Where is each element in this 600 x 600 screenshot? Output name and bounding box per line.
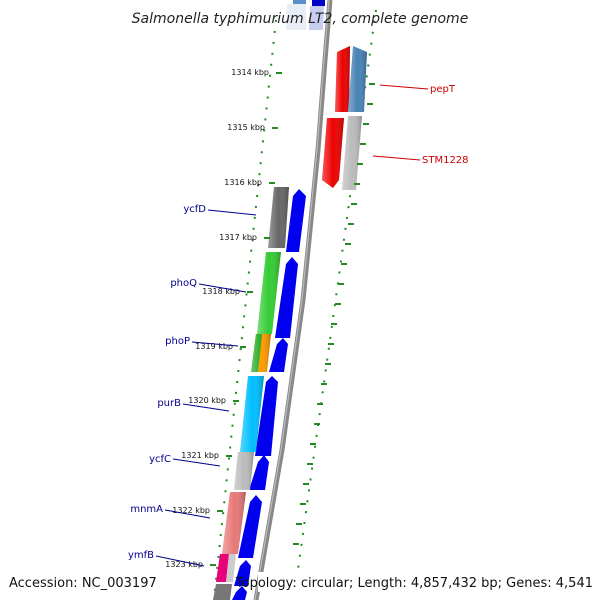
gene-pepT-arrow [335, 46, 350, 112]
forward-gene-arrow [275, 257, 298, 338]
genome-summary-text: Topology: circular; Length: 4,857,432 bp… [235, 576, 593, 591]
scale-tick-label: 1321 kbp [181, 451, 219, 460]
gene-ycfC-block [234, 452, 254, 490]
gene-phoQ-block [257, 252, 281, 334]
forward-gene-arrow [234, 560, 251, 586]
gene-block [286, 4, 306, 30]
scale-tick-label: 1323 kbp [165, 560, 203, 569]
scale-tick-label: 1318 kbp [202, 287, 240, 296]
forward-gene-arrow [238, 495, 262, 558]
gene-leader-line [372, 155, 421, 161]
gene-leader-line [379, 84, 429, 90]
gene-label-phoQ[interactable]: phoQ [170, 278, 197, 289]
footer-right-bg [258, 572, 596, 592]
gene-block [312, 0, 325, 6]
forward-gene-arrow [286, 189, 306, 252]
gene-leader-line [172, 458, 221, 467]
gene-ymfB-block [216, 554, 229, 582]
forward-gene-arrow [232, 586, 247, 600]
gene-block [293, 0, 306, 4]
scale-tick-label: 1320 kbp [188, 396, 226, 405]
gene-leader-line [198, 283, 247, 293]
forward-gene-arrow [269, 338, 288, 372]
gene-label-STM1228[interactable]: STM1228 [422, 155, 469, 166]
genome-backbone [253, 0, 333, 600]
gene-label-ymfB[interactable]: ymfB [128, 550, 154, 561]
gene-phoP-block [251, 334, 271, 372]
scale-tick-label: 1314 kbp [231, 68, 269, 77]
gene-purB-block [240, 376, 264, 452]
gene-label-pepT[interactable]: pepT [430, 84, 456, 95]
gene-STM1228-arrow [348, 46, 367, 112]
scale-tick-label: 1319 kbp [195, 342, 233, 351]
gene-label-ycfC[interactable]: ycfC [149, 454, 171, 465]
accession-text: Accession: NC_003197 [9, 576, 157, 591]
scale-tick-label: 1316 kbp [224, 178, 262, 187]
gene-ymfB-block [213, 584, 232, 600]
genome-backbone-highlight [254, 0, 330, 600]
left-gene-labels: ycfD phoQ phoP purB ycfC mnmA ymfB [128, 204, 257, 567]
gene-leader-line [182, 403, 230, 412]
forward-gene-arrow [249, 455, 269, 490]
gene-label-mnmA[interactable]: mnmA [130, 504, 163, 515]
gene-block [309, 6, 324, 30]
gene-leader-line [164, 509, 211, 519]
gene-leader-line [191, 341, 239, 347]
gene-label-phoP[interactable]: phoP [165, 336, 190, 347]
right-gene-labels: pepT STM1228 [372, 84, 469, 166]
map-title: Salmonella typhimurium LT2, complete gen… [132, 11, 469, 27]
gene-STM1228-lower [342, 116, 362, 190]
gene-mnmA-block [222, 492, 246, 554]
gene-leader-line [155, 555, 205, 567]
gene-label-ycfD[interactable]: ycfD [183, 204, 206, 215]
scale-ticks: 1314 kbp 1315 kbp 1316 kbp 1317 kbp 1318 kbp… [165, 68, 375, 569]
gene-ycfD-block [268, 187, 289, 248]
footer-left-bg [6, 572, 148, 592]
forward-gene-arrow [255, 376, 278, 456]
gene-ymfB-block [226, 554, 236, 582]
left-outer-track [213, 19, 277, 599]
gene-leader-line [207, 209, 257, 216]
scale-tick-label: 1317 kbp [219, 233, 257, 242]
gene-label-purB[interactable]: purB [157, 398, 181, 409]
scale-tick-label: 1322 kbp [172, 506, 210, 515]
gene-pepT-lower [322, 118, 344, 188]
scale-tick-label: 1315 kbp [227, 123, 265, 132]
